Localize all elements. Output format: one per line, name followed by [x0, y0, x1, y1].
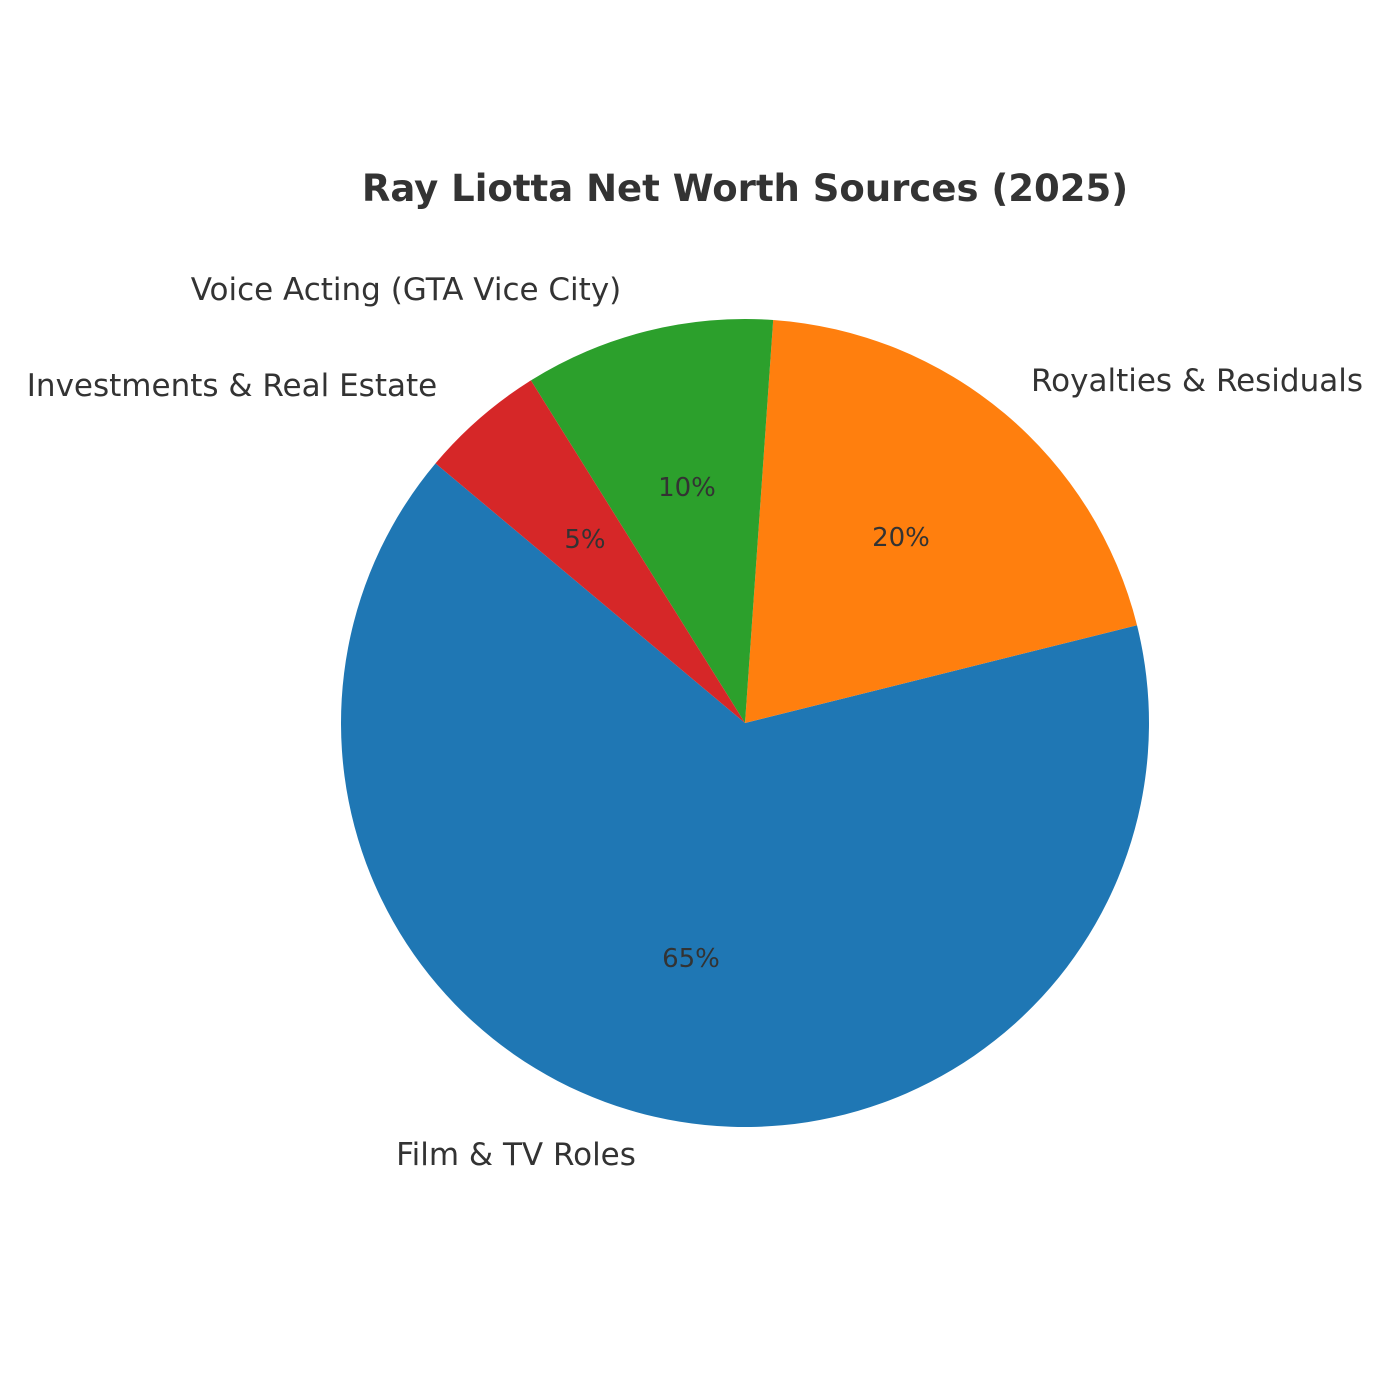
pie-slices	[341, 319, 1150, 1128]
pie-slice-royalties-residuals	[745, 319, 1137, 723]
pie-slice-investments-real-estate	[435, 380, 745, 723]
pie-slice-film-tv-roles	[341, 463, 1150, 1128]
slice-label: Voice Acting (GTA Vice City)	[191, 272, 622, 308]
pie-labels: Film & TV Roles 65% Royalties & Residuals 2…	[27, 272, 1363, 1173]
slice-percentage: 5%	[564, 525, 605, 555]
chart-title: Ray Liotta Net Worth Sources (2025)	[362, 167, 1128, 210]
slice-percentage: 65%	[662, 944, 720, 974]
slice-label: Royalties & Residuals	[1031, 363, 1363, 399]
slice-percentage: 20%	[872, 523, 930, 553]
slice-percentage: 10%	[658, 473, 716, 503]
pie-slice-voice-acting-gta-vice-city	[530, 319, 774, 723]
slice-label: Film & TV Roles	[396, 1137, 636, 1173]
slice-label: Investments & Real Estate	[27, 368, 437, 404]
